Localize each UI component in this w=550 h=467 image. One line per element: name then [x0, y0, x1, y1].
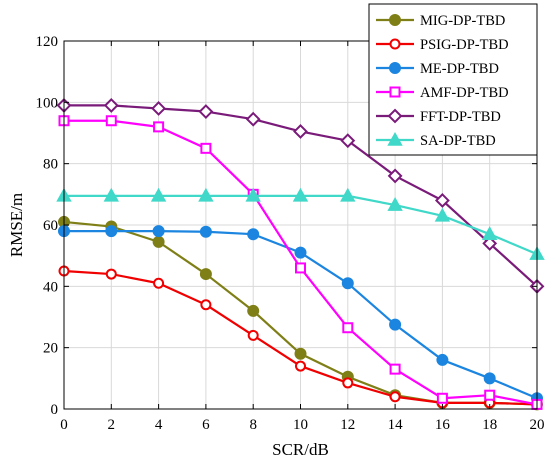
legend: MIG-DP-TBD PSIG-DP-TBD ME-DP-TBD AMF-DP-TBD… [368, 3, 538, 156]
circle-marker-legend [389, 14, 401, 26]
x-axis-label: SCR/dB [272, 440, 329, 459]
triangle-marker [387, 197, 403, 211]
y-tick-label: 20 [43, 341, 58, 357]
legend-item: MIG-DP-TBD [376, 13, 505, 29]
triangle-marker [150, 187, 167, 202]
open-square-marker [105, 115, 117, 127]
open-square-marker [200, 142, 212, 154]
y-tick-labels: 0 20 40 60 80 100 120 [36, 34, 59, 418]
circle-marker [152, 235, 165, 248]
y-tick-label: 40 [43, 279, 58, 295]
x-tick-label: 4 [155, 417, 163, 433]
y-tick-label: 0 [51, 402, 59, 418]
circle-marker [483, 372, 496, 385]
circle-marker [436, 353, 449, 366]
open-diamond-marker [434, 193, 450, 208]
open-square-marker [484, 389, 496, 401]
open-square-marker [153, 121, 165, 133]
legend-item: FFT-DP-TBD [376, 108, 501, 125]
y-tick-label: 60 [43, 218, 58, 234]
x-tick-label: 18 [482, 417, 497, 433]
open-square-marker [436, 392, 448, 404]
y-tick-label: 120 [36, 34, 59, 50]
x-tick-label: 14 [388, 417, 404, 433]
open-circle-marker [342, 377, 354, 389]
open-diamond-marker [198, 104, 214, 119]
triangle-marker [482, 226, 498, 240]
circle-marker [294, 246, 307, 259]
x-tick-label: 2 [108, 417, 116, 433]
circle-marker [152, 225, 165, 238]
legend-label: SA-DP-TBD [420, 133, 496, 149]
open-circle-marker [200, 299, 212, 311]
legend-item: SA-DP-TBD [376, 131, 496, 149]
x-tick-label: 10 [293, 417, 308, 433]
open-circle-marker [247, 329, 259, 341]
y-axis-label: RMSE/m [7, 193, 26, 257]
legend-label: ME-DP-TBD [420, 61, 499, 77]
open-square-marker [389, 363, 401, 375]
legend-label: FFT-DP-TBD [420, 109, 501, 125]
triangle-marker [245, 187, 261, 202]
triangle-marker [434, 207, 451, 222]
legend-label: MIG-DP-TBD [420, 13, 505, 29]
open-square-marker [342, 322, 354, 334]
open-circle-marker [153, 277, 165, 289]
open-circle-marker [295, 360, 306, 372]
open-diamond-marker [151, 101, 167, 116]
legend-label: PSIG-DP-TBD [420, 37, 509, 53]
x-tick-label: 8 [249, 417, 257, 433]
y-tick-label: 80 [43, 157, 58, 173]
legend-label: AMF-DP-TBD [420, 85, 509, 101]
x-tick-label: 12 [340, 417, 355, 433]
x-tick-label: 6 [202, 417, 210, 433]
open-square-marker [295, 262, 306, 274]
x-tick-label: 16 [435, 417, 451, 433]
circle-marker [389, 318, 402, 331]
legend-item: AMF-DP-TBD [376, 85, 509, 101]
open-diamond-marker [340, 133, 356, 149]
triangle-marker [198, 187, 214, 202]
circle-marker [247, 304, 260, 317]
open-square-marker-legend [389, 86, 401, 98]
open-circle-marker [105, 268, 117, 280]
circle-marker [294, 347, 307, 360]
circle-marker [199, 268, 212, 281]
open-diamond-marker-legend [387, 108, 403, 124]
legend-item: PSIG-DP-TBD [376, 37, 509, 53]
y-tick-label: 100 [36, 95, 59, 111]
x-tick-label: 0 [60, 417, 68, 433]
series-me-dp-tbd [58, 225, 543, 405]
open-diamond-marker [293, 124, 308, 139]
triangle-marker [292, 187, 309, 202]
open-diamond-marker [245, 111, 261, 127]
circle-marker [341, 277, 354, 290]
circle-marker [105, 225, 118, 238]
triangle-marker-legend [387, 131, 403, 146]
open-diamond-marker [103, 97, 119, 113]
circle-marker [247, 228, 260, 241]
open-diamond-marker [387, 168, 403, 184]
open-circle-marker [389, 391, 401, 403]
series-sa-dp-tbd [56, 187, 545, 260]
x-tick-label: 20 [530, 417, 545, 433]
triangle-marker [103, 187, 119, 202]
triangle-marker [340, 187, 356, 202]
circle-marker [199, 225, 212, 238]
x-tick-labels: 0 2 4 6 8 10 12 14 16 18 20 [60, 417, 544, 433]
legend-item: ME-DP-TBD [376, 61, 499, 77]
circle-marker-legend [389, 62, 401, 74]
legend-box [368, 3, 538, 156]
open-diamond-marker [482, 235, 498, 251]
open-circle-marker-legend [389, 38, 401, 50]
